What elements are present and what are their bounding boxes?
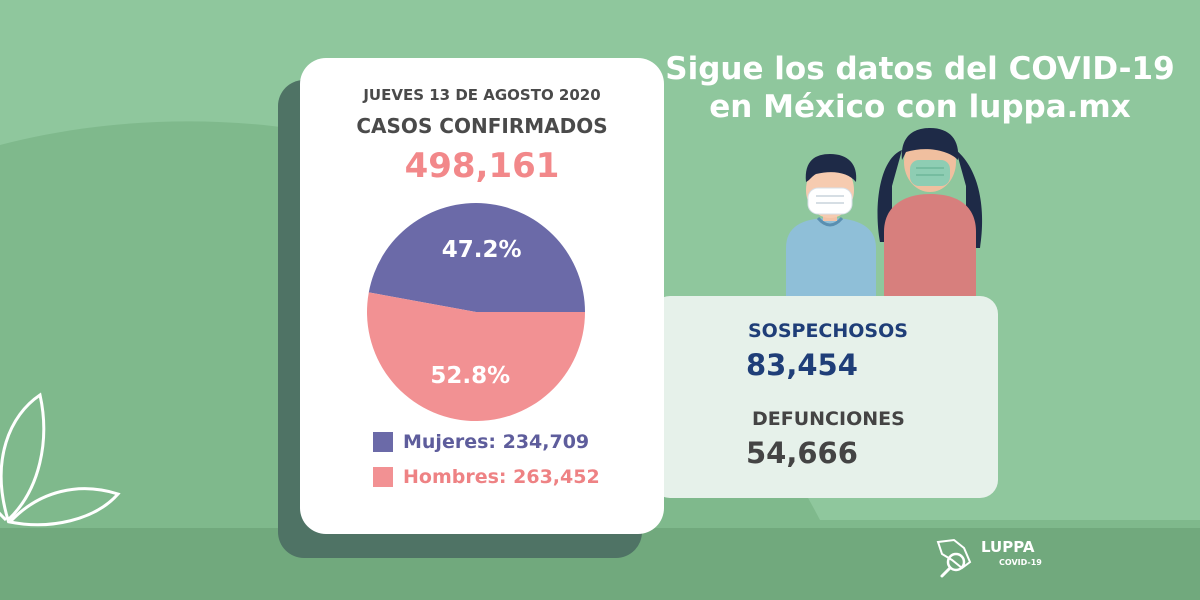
girl-figure xyxy=(877,128,983,296)
legend-text-hombres: Hombres: 263,452 xyxy=(403,466,600,488)
suspects-value: 83,454 xyxy=(746,348,858,382)
legend-item-hombres: Hombres: 263,452 xyxy=(373,466,600,488)
headline-line-1: Sigue los datos del COVID-19 xyxy=(665,51,1175,87)
luppa-logo-icon xyxy=(936,538,972,578)
date-label: JUEVES 13 DE AGOSTO 2020 xyxy=(363,86,601,104)
leaf-icon xyxy=(0,392,121,527)
pie-label-hombres: 52.8% xyxy=(430,363,510,389)
pie-slice-mujeres xyxy=(368,203,585,312)
legend-swatch-hombres xyxy=(373,467,393,487)
brand-name: LUPPA xyxy=(981,538,1035,556)
confirmed-cases-title: CASOS CONFIRMADOS xyxy=(356,114,608,138)
deaths-label: DEFUNCIONES xyxy=(752,408,905,430)
stats-card xyxy=(652,296,998,498)
headline: Sigue los datos del COVID-19 en México c… xyxy=(660,50,1180,126)
confirmed-cases-total: 498,161 xyxy=(404,146,560,186)
legend-text-mujeres: Mujeres: 234,709 xyxy=(403,431,590,453)
headline-line-2: en México con luppa.mx xyxy=(709,89,1131,125)
pie-chart: 47.2% 52.8% xyxy=(366,203,585,422)
people-illustration xyxy=(786,128,983,296)
pie-slice-hombres xyxy=(366,292,585,422)
pie-label-mujeres: 47.2% xyxy=(442,237,522,263)
legend-item-mujeres: Mujeres: 234,709 xyxy=(373,431,589,453)
legend-swatch-mujeres xyxy=(373,432,393,452)
suspects-label: SOSPECHOSOS xyxy=(748,320,908,342)
brand-subtitle: COVID-19 xyxy=(999,558,1042,567)
boy-figure xyxy=(786,154,876,296)
deaths-value: 54,666 xyxy=(746,436,858,470)
